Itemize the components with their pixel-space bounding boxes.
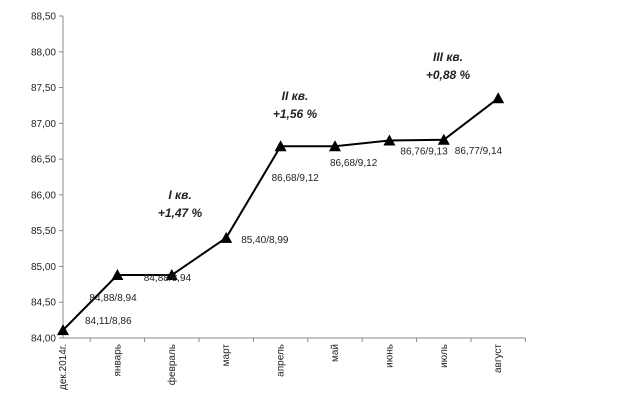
y-tick-label: 87,00 <box>31 119 56 130</box>
y-tick-label: 88,50 <box>31 12 56 23</box>
x-tick-label: февраль <box>166 344 178 385</box>
x-tick-label: август <box>493 344 504 373</box>
marker <box>383 134 396 146</box>
annotation: II кв. <box>282 89 309 103</box>
y-tick-label: 88,00 <box>31 47 56 58</box>
x-tick-label: январь <box>112 344 123 376</box>
y-tick-label: 84,00 <box>31 334 56 345</box>
marker <box>57 324 69 336</box>
y-tick-label: 86,00 <box>31 190 56 201</box>
marker <box>492 92 505 104</box>
annotation: III кв. <box>433 50 463 64</box>
annotation: +1,47 % <box>158 206 203 220</box>
marker <box>111 269 124 281</box>
y-tick-label: 86,50 <box>31 155 56 166</box>
data-label: 84,88/8,94 <box>144 273 192 284</box>
data-label: 86,76/9,13 <box>400 147 448 158</box>
data-label: 86,68/9,12 <box>272 173 320 184</box>
data-label: 86,77/9,14 <box>455 146 503 157</box>
y-tick-label: 85,50 <box>31 226 56 237</box>
x-tick-label: март <box>221 344 232 367</box>
annotation: +1,56 % <box>273 107 318 121</box>
x-tick-label: дек.2014г. <box>58 344 69 390</box>
annotation: I кв. <box>168 188 191 202</box>
data-label: 84,88/8,94 <box>89 293 137 304</box>
x-tick-label: июль <box>439 344 450 368</box>
y-tick-label: 84,50 <box>31 298 56 309</box>
y-tick-label: 87,50 <box>31 83 56 94</box>
x-tick-label: апрель <box>276 344 287 377</box>
data-label: 84,11/8,86 <box>85 316 132 327</box>
marker <box>220 231 233 243</box>
data-label: 86,68/9,12 <box>330 158 378 169</box>
x-tick-label: май <box>330 344 341 362</box>
marker <box>274 140 287 152</box>
marker <box>437 133 450 145</box>
marker <box>329 140 341 152</box>
marker <box>165 269 178 281</box>
annotation: +0,88 % <box>426 68 471 82</box>
y-tick-label: 85,00 <box>31 262 56 273</box>
data-label: 85,40/8,99 <box>241 235 289 246</box>
x-tick-label: июнь <box>384 344 395 368</box>
